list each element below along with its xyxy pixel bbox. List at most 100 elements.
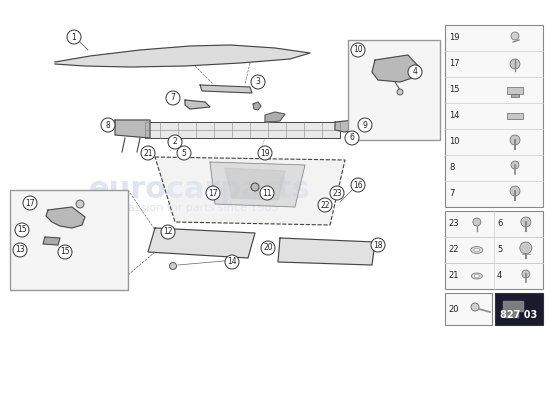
Circle shape bbox=[225, 255, 239, 269]
Polygon shape bbox=[55, 45, 310, 67]
Circle shape bbox=[510, 135, 520, 145]
Text: 17: 17 bbox=[208, 188, 218, 198]
Polygon shape bbox=[278, 238, 375, 265]
Circle shape bbox=[510, 186, 520, 196]
Text: 6: 6 bbox=[350, 134, 354, 142]
Text: 4: 4 bbox=[497, 272, 502, 280]
Text: 8: 8 bbox=[449, 164, 454, 172]
Polygon shape bbox=[372, 55, 420, 82]
Circle shape bbox=[15, 223, 29, 237]
Ellipse shape bbox=[471, 273, 482, 279]
Text: 5: 5 bbox=[497, 246, 502, 254]
Text: 20: 20 bbox=[263, 244, 273, 252]
Circle shape bbox=[251, 183, 259, 191]
Text: 16: 16 bbox=[353, 180, 363, 190]
Ellipse shape bbox=[471, 246, 483, 254]
Circle shape bbox=[330, 186, 344, 200]
Text: 22: 22 bbox=[320, 200, 330, 210]
Circle shape bbox=[408, 65, 422, 79]
Ellipse shape bbox=[474, 274, 480, 278]
Circle shape bbox=[521, 217, 531, 227]
Bar bbox=[445, 25, 543, 207]
Text: passion for parts since 1985: passion for parts since 1985 bbox=[121, 203, 279, 213]
Text: 1: 1 bbox=[72, 32, 76, 42]
Text: 11: 11 bbox=[262, 188, 272, 198]
Circle shape bbox=[318, 198, 332, 212]
Bar bbox=[10, 190, 128, 290]
Text: 827 03: 827 03 bbox=[500, 310, 538, 320]
Bar bbox=[507, 87, 523, 94]
Text: 17: 17 bbox=[25, 198, 35, 208]
Circle shape bbox=[168, 135, 182, 149]
Ellipse shape bbox=[474, 248, 480, 252]
Circle shape bbox=[67, 30, 81, 44]
Polygon shape bbox=[185, 100, 210, 109]
Polygon shape bbox=[335, 120, 360, 132]
Polygon shape bbox=[210, 162, 305, 207]
Circle shape bbox=[471, 303, 479, 311]
Polygon shape bbox=[148, 228, 255, 258]
Text: 4: 4 bbox=[412, 68, 417, 76]
Text: 19: 19 bbox=[449, 34, 459, 42]
Circle shape bbox=[260, 186, 274, 200]
Circle shape bbox=[371, 238, 385, 252]
Polygon shape bbox=[265, 112, 285, 122]
Text: 7: 7 bbox=[170, 94, 175, 102]
Polygon shape bbox=[43, 237, 60, 245]
Text: 7: 7 bbox=[449, 190, 454, 198]
Polygon shape bbox=[155, 157, 345, 225]
Text: 5: 5 bbox=[182, 148, 186, 158]
Circle shape bbox=[258, 146, 272, 160]
Text: 6: 6 bbox=[497, 220, 502, 228]
Circle shape bbox=[177, 146, 191, 160]
Text: 18: 18 bbox=[373, 240, 383, 250]
Circle shape bbox=[520, 242, 532, 254]
Circle shape bbox=[76, 200, 84, 208]
Circle shape bbox=[511, 161, 519, 169]
Bar bbox=[445, 211, 543, 289]
Circle shape bbox=[473, 218, 481, 226]
Bar bbox=[145, 122, 340, 138]
Text: 3: 3 bbox=[256, 78, 261, 86]
Bar bbox=[511, 94, 519, 97]
Text: 2: 2 bbox=[173, 138, 177, 146]
Text: 14: 14 bbox=[227, 258, 237, 266]
Polygon shape bbox=[225, 168, 285, 200]
Text: 15: 15 bbox=[449, 86, 459, 94]
Circle shape bbox=[166, 91, 180, 105]
Text: 21: 21 bbox=[448, 272, 459, 280]
Text: 12: 12 bbox=[163, 228, 173, 236]
Bar bbox=[348, 40, 440, 140]
Circle shape bbox=[101, 118, 115, 132]
Text: 15: 15 bbox=[17, 226, 27, 234]
Circle shape bbox=[345, 131, 359, 145]
Polygon shape bbox=[253, 102, 261, 110]
Circle shape bbox=[58, 245, 72, 259]
Circle shape bbox=[351, 43, 365, 57]
Circle shape bbox=[206, 186, 220, 200]
Polygon shape bbox=[46, 207, 85, 228]
Bar bbox=[507, 113, 523, 119]
Circle shape bbox=[141, 146, 155, 160]
Text: 22: 22 bbox=[448, 246, 459, 254]
Text: 8: 8 bbox=[106, 120, 111, 130]
Text: 21: 21 bbox=[143, 148, 153, 158]
Circle shape bbox=[261, 241, 275, 255]
Circle shape bbox=[522, 270, 530, 278]
Bar bbox=[445, 293, 492, 325]
Polygon shape bbox=[200, 85, 252, 93]
Text: 14: 14 bbox=[449, 112, 459, 120]
Circle shape bbox=[397, 89, 403, 95]
Text: 10: 10 bbox=[449, 138, 459, 146]
Circle shape bbox=[351, 178, 365, 192]
Text: eurocarparts: eurocarparts bbox=[89, 176, 311, 204]
Circle shape bbox=[251, 75, 265, 89]
Text: 19: 19 bbox=[260, 148, 270, 158]
Circle shape bbox=[169, 262, 177, 270]
Circle shape bbox=[510, 59, 520, 69]
Text: 10: 10 bbox=[353, 46, 363, 54]
Text: 13: 13 bbox=[15, 246, 25, 254]
Text: 15: 15 bbox=[60, 248, 70, 256]
Polygon shape bbox=[503, 301, 523, 317]
Text: 20: 20 bbox=[448, 304, 459, 314]
